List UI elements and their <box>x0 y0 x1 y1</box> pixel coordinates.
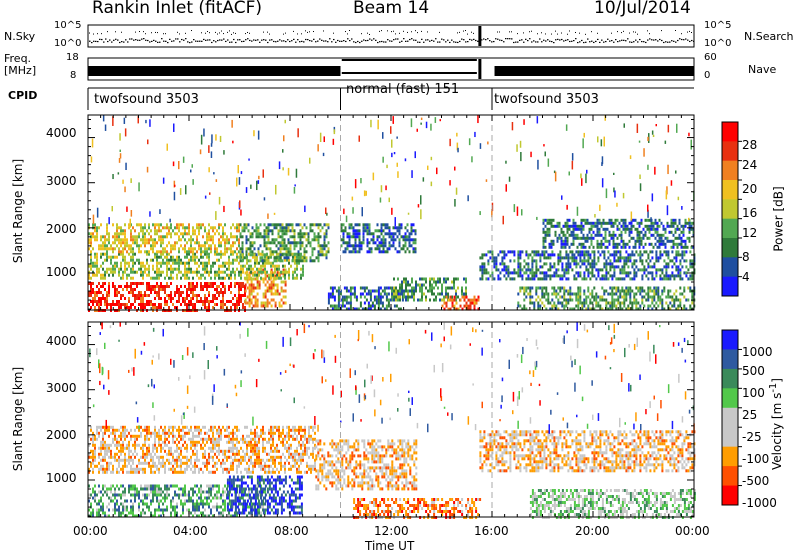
freq-tick-bottom: 8 <box>70 70 77 81</box>
xtick-0000: 00:00 <box>73 524 108 538</box>
power-cbar-tick-4: 4 <box>742 270 750 284</box>
nave-label: Nave <box>748 63 777 76</box>
vel-ytick-4000: 4000 <box>46 334 77 348</box>
power-cbar-tick-28: 28 <box>742 138 758 152</box>
nsearch-tick-top: 10^5 <box>704 20 732 31</box>
station-title: Rankin Inlet (fitACF) <box>92 0 263 18</box>
power-panel <box>87 114 696 312</box>
cpid-mode-3: twofsound 3503 <box>494 92 599 107</box>
power-cbar-tick-12: 12 <box>742 226 758 240</box>
nsearch-label: N.Search <box>744 30 794 43</box>
xtick-1200: 12:00 <box>374 524 409 538</box>
freq-panel <box>87 57 695 81</box>
vel-cbar-tick-500: 500 <box>742 364 765 378</box>
power-cbar-label: Power [dB] <box>771 186 786 252</box>
xtick-0800: 08:00 <box>274 524 309 538</box>
nsky-tick-bottom: 10^0 <box>54 38 82 49</box>
vel-ytick-2000: 2000 <box>46 428 77 442</box>
power-ytick-3000: 3000 <box>46 174 77 188</box>
vel-cbar-tick-25: 25 <box>742 408 758 422</box>
vel-ytick-3000: 3000 <box>46 381 77 395</box>
nsky-tick-top: 10^5 <box>54 20 82 31</box>
power-ytick-1000: 1000 <box>46 265 77 279</box>
velocity-colorbar <box>721 329 742 506</box>
freq-tick-top: 18 <box>66 52 79 63</box>
xtick-0400: 04:00 <box>173 524 208 538</box>
power-cbar-tick-24: 24 <box>742 158 758 172</box>
power-ytick-4000: 4000 <box>46 126 77 140</box>
xtick-2000: 20:00 <box>575 524 610 538</box>
nave-tick-top: 60 <box>704 52 717 63</box>
freq-unit: [MHz] <box>4 64 37 77</box>
power-cbar-tick-16: 16 <box>742 206 758 220</box>
power-cbar-tick-8: 8 <box>742 250 750 264</box>
vel-cbar-tick-m500: -500 <box>742 474 770 488</box>
nsearch-tick-bottom: 10^0 <box>704 38 732 49</box>
vel-ytick-1000: 1000 <box>46 471 77 485</box>
date-label: 10/Jul/2014 <box>594 0 691 18</box>
cpid-mode-1: twofsound 3503 <box>94 92 199 107</box>
xtick-1600: 16:00 <box>474 524 509 538</box>
nsky-panel <box>87 24 695 48</box>
cpid-mode-2: normal (fast) 151 <box>346 82 460 97</box>
vel-cbar-tick-m25: -25 <box>742 430 762 444</box>
cpid-label: CPID <box>8 89 38 102</box>
xtick-2400: 00:00 <box>675 524 710 538</box>
vel-ylabel: Slant Range [km] <box>11 366 26 472</box>
nave-tick-bottom: 0 <box>704 70 711 81</box>
cpid-panel <box>87 87 694 110</box>
xlabel: Time UT <box>365 539 415 553</box>
power-colorbar <box>721 121 742 297</box>
vel-cbar-tick-m1000: -1000 <box>742 496 777 510</box>
power-ytick-2000: 2000 <box>46 222 77 236</box>
power-ylabel: Slant Range [km] <box>11 158 26 264</box>
vel-cbar-tick-m100: -100 <box>742 452 770 466</box>
freq-label: Freq. <box>4 52 32 65</box>
velocity-panel <box>87 321 696 519</box>
beam-label: Beam 14 <box>353 0 430 18</box>
vel-cbar-tick-1000: 1000 <box>742 345 773 359</box>
vel-cbar-tick-100: 100 <box>742 386 765 400</box>
power-cbar-tick-20: 20 <box>742 182 758 196</box>
nsky-label: N.Sky <box>4 30 36 43</box>
vel-cbar-label: Velocity [m s-1] <box>768 378 784 470</box>
